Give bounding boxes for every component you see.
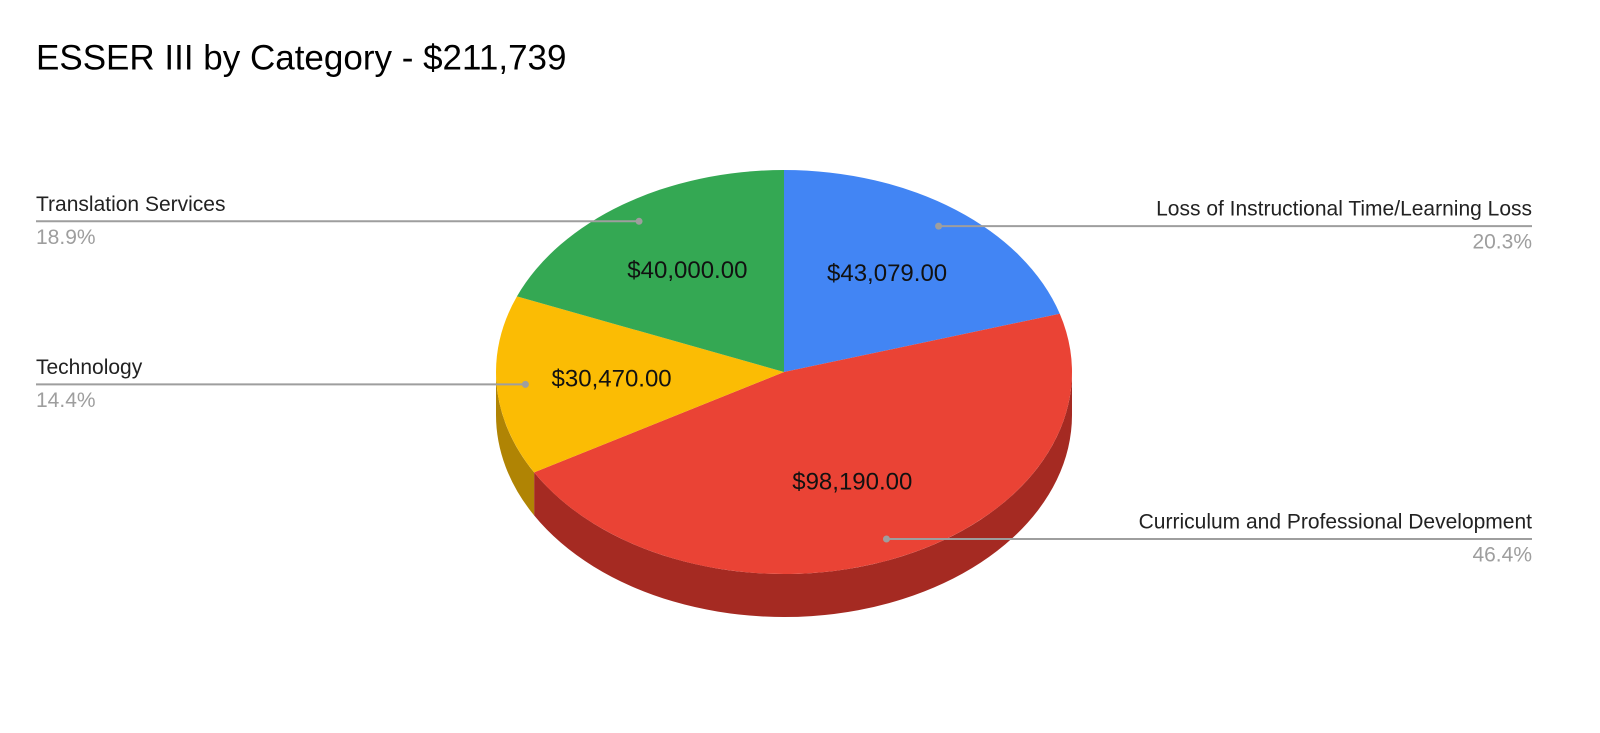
- pie-slice: [534, 313, 1072, 574]
- value-label: $98,190.00: [792, 469, 912, 496]
- leader-dot: [882, 535, 890, 543]
- value-label: $40,000.00: [627, 257, 747, 284]
- legend-label: Translation Services: [36, 193, 225, 216]
- leader-dot: [521, 380, 529, 388]
- pie-slice: [516, 170, 784, 372]
- pie-slice: [784, 170, 1060, 372]
- legend-label: Loss of Instructional Time/Learning Loss: [1156, 198, 1532, 221]
- leader-dot: [635, 217, 643, 225]
- value-label: $30,470.00: [552, 366, 672, 393]
- percent-label: 20.3%: [1472, 231, 1532, 254]
- percent-label: 18.9%: [36, 226, 96, 249]
- chart-title: ESSER III by Category - $211,739: [36, 38, 566, 77]
- percent-label: 14.4%: [36, 389, 96, 412]
- percent-label: 46.4%: [1472, 544, 1532, 567]
- legend-label: Technology: [36, 356, 143, 379]
- pie-side: [496, 372, 535, 516]
- pie-slice: [495, 296, 784, 473]
- value-label: $43,079.00: [827, 260, 947, 287]
- leader-dot: [935, 222, 943, 230]
- pie-side: [534, 372, 1072, 618]
- legend-label: Curriculum and Professional Development: [1139, 511, 1533, 534]
